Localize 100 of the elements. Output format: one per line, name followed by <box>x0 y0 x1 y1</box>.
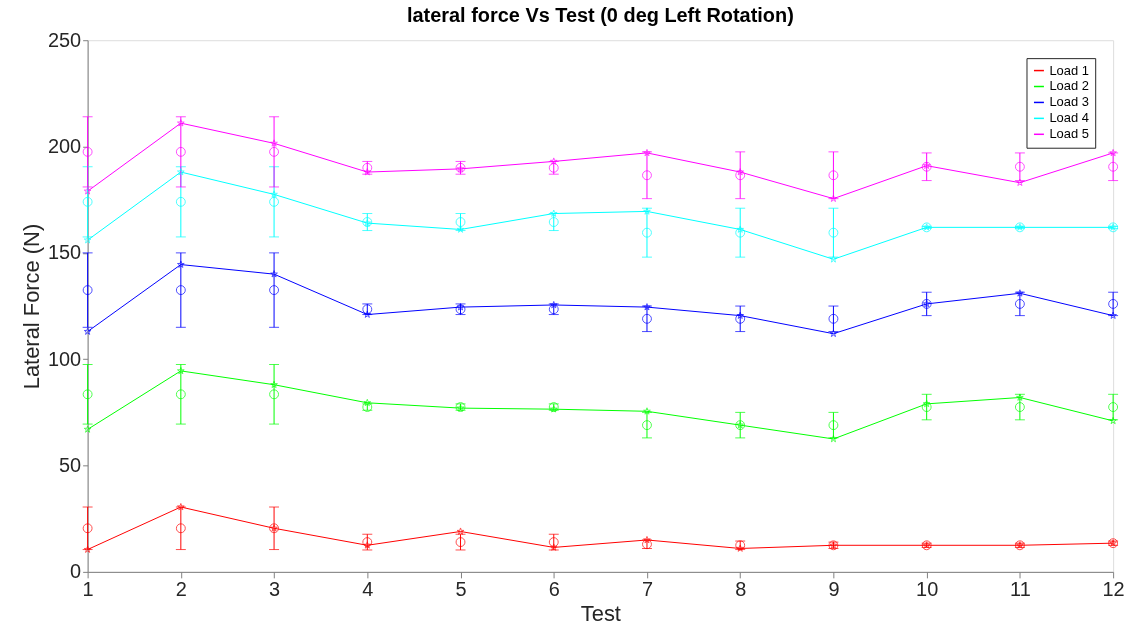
point <box>270 270 278 278</box>
y-tick-label: 100 <box>47 347 82 370</box>
x-tick-label: 5 <box>455 578 467 601</box>
point <box>642 420 652 431</box>
point <box>829 434 838 443</box>
point <box>829 255 838 263</box>
point <box>1014 298 1025 309</box>
point <box>643 303 651 311</box>
x-tick-label: 2 <box>175 578 187 601</box>
point <box>1016 289 1024 297</box>
point <box>82 285 93 296</box>
y-tick-label: 200 <box>47 135 82 158</box>
point <box>175 285 186 296</box>
point <box>177 119 185 127</box>
point <box>736 225 745 233</box>
x-tick-label: 4 <box>362 578 374 601</box>
point <box>83 545 92 553</box>
x-tick-label: 1 <box>82 578 94 601</box>
point <box>363 398 372 407</box>
x-tick-label: 7 <box>641 578 654 601</box>
point <box>83 187 92 195</box>
point <box>456 303 465 311</box>
x-tick-label: 6 <box>548 578 560 601</box>
point <box>548 217 559 227</box>
point <box>1014 402 1025 412</box>
point <box>177 366 185 375</box>
point <box>549 300 558 309</box>
point <box>643 148 651 157</box>
point <box>83 425 92 433</box>
point <box>175 146 186 157</box>
y-axis-title: Lateral Force (N) <box>18 223 44 390</box>
point <box>1108 402 1119 412</box>
point <box>363 541 372 549</box>
point <box>269 285 280 296</box>
point <box>735 170 746 181</box>
point <box>642 313 652 324</box>
point <box>455 537 466 548</box>
x-axis-title: Test <box>580 601 621 627</box>
x-tick-label: 3 <box>269 578 281 601</box>
point <box>269 146 280 157</box>
point <box>269 196 280 207</box>
point <box>643 407 651 415</box>
point <box>177 502 185 511</box>
point <box>1109 148 1117 157</box>
point <box>83 327 92 335</box>
point <box>642 227 652 238</box>
point <box>83 236 92 244</box>
point <box>175 196 186 207</box>
point <box>82 196 93 207</box>
point <box>270 139 278 147</box>
legend-label: Load 5 <box>1049 126 1089 142</box>
y-tick-label: 250 <box>47 28 82 51</box>
point <box>175 523 186 534</box>
point <box>82 523 93 534</box>
point <box>829 194 838 202</box>
point <box>643 207 651 215</box>
point <box>1016 178 1024 187</box>
point <box>175 389 186 400</box>
point <box>270 380 278 389</box>
point <box>549 543 558 551</box>
point <box>736 544 745 552</box>
point <box>642 170 652 181</box>
point <box>177 260 185 268</box>
point <box>82 389 93 400</box>
legend-label: Load 3 <box>1049 94 1089 110</box>
y-tick-label: 50 <box>58 454 82 477</box>
point <box>922 399 931 408</box>
point <box>736 168 745 176</box>
x-tick-label: 8 <box>735 578 747 601</box>
y-tick-label: 150 <box>47 241 82 264</box>
point <box>549 209 558 217</box>
point <box>177 168 185 176</box>
point <box>735 313 746 324</box>
point <box>1016 393 1024 401</box>
point <box>270 190 278 198</box>
legend-label: Load 2 <box>1049 78 1089 94</box>
x-tick-label: 11 <box>1010 578 1031 601</box>
x-tick-label: 9 <box>828 578 840 601</box>
point <box>829 329 838 338</box>
point <box>548 537 559 548</box>
point <box>455 217 466 227</box>
point <box>363 168 372 176</box>
x-tick-label: 12 <box>1102 578 1125 601</box>
point <box>643 535 651 544</box>
point <box>362 537 373 548</box>
point <box>1108 298 1119 309</box>
y-tick-label: 0 <box>70 560 82 583</box>
point <box>921 402 932 412</box>
legend-label: Load 1 <box>1049 62 1089 78</box>
point <box>1109 416 1117 425</box>
point <box>828 170 839 181</box>
point <box>82 146 93 157</box>
point <box>736 311 745 319</box>
point <box>456 225 465 233</box>
point <box>456 527 465 535</box>
point <box>269 389 280 400</box>
x-tick-label: 10 <box>916 578 939 601</box>
chart-title: lateral force Vs Test (0 deg Left Rotation) <box>406 4 794 27</box>
point <box>828 313 839 324</box>
point <box>828 420 839 431</box>
